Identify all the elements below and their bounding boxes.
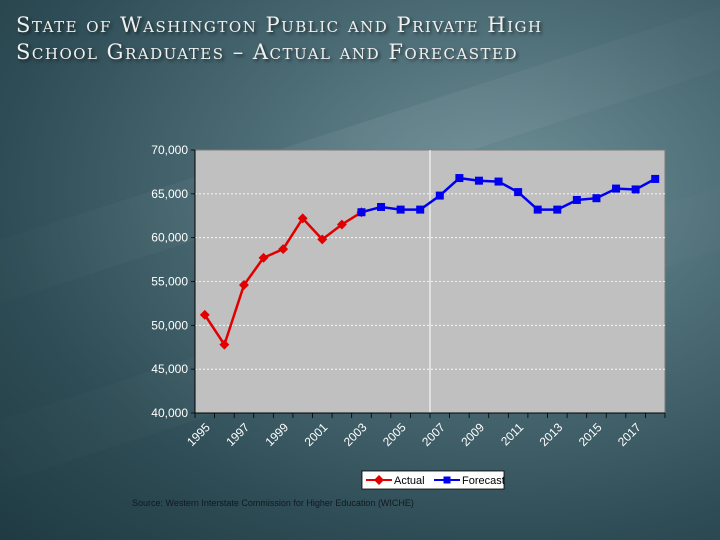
x-tick-label: 2015 bbox=[576, 420, 605, 449]
legend-actual-marker bbox=[374, 475, 384, 485]
x-tick-label: 1999 bbox=[262, 420, 291, 449]
y-tick-label: 45,000 bbox=[151, 362, 188, 376]
x-tick-label: 2017 bbox=[615, 420, 644, 449]
actual-point bbox=[317, 234, 328, 245]
legend-forecast-label: Forecast bbox=[462, 475, 505, 487]
y-tick-label: 65,000 bbox=[151, 187, 188, 201]
x-tick-label: 2009 bbox=[458, 420, 487, 449]
x-tick-label: 1995 bbox=[184, 420, 213, 449]
forecast-point bbox=[592, 194, 601, 203]
x-axis: 1995 1997 1999 2001 2003 2005 2007 2009 2011 2013… bbox=[184, 412, 666, 449]
forecast-point bbox=[612, 184, 621, 193]
forecast-series-line bbox=[361, 176, 656, 214]
y-axis: 40,000 45,000 50,000 55,000 60,000 65,000 70,0… bbox=[151, 143, 196, 420]
legend-box bbox=[361, 470, 505, 490]
actual-point bbox=[297, 213, 308, 224]
x-tick-label: 2011 bbox=[498, 420, 526, 448]
x-tick-label: 2003 bbox=[341, 420, 370, 449]
legend-actual-label: Actual bbox=[394, 475, 425, 487]
slide-title-line-2: School Graduates – Actual and Forecasted bbox=[16, 40, 519, 64]
legend-forecast-marker bbox=[443, 476, 451, 484]
y-tick-label: 55,000 bbox=[151, 275, 188, 289]
slide-title: State of Washington Public and Private H… bbox=[16, 12, 543, 66]
actual-point bbox=[199, 309, 210, 320]
forecast-point bbox=[416, 205, 425, 214]
x-tick-label: 2013 bbox=[537, 420, 566, 449]
actual-point bbox=[278, 244, 289, 255]
actual-point bbox=[258, 252, 269, 263]
forecast-point bbox=[533, 205, 542, 214]
y-tick-label: 60,000 bbox=[151, 231, 188, 245]
forecast-point bbox=[651, 174, 660, 183]
series-group bbox=[199, 174, 660, 350]
y-tick-label: 70,000 bbox=[151, 143, 188, 157]
y-tick-label: 40,000 bbox=[151, 406, 188, 420]
forecast-point bbox=[474, 176, 483, 185]
forecast-point bbox=[494, 177, 503, 186]
legend: Actual Forecast bbox=[361, 470, 505, 490]
y-tick-label: 50,000 bbox=[151, 318, 188, 332]
x-tick-label: 2007 bbox=[419, 420, 448, 449]
slide-title-line-1: State of Washington Public and Private H… bbox=[16, 13, 543, 37]
forecast-point bbox=[572, 195, 581, 204]
forecast-point bbox=[553, 205, 562, 214]
forecast-point bbox=[514, 188, 523, 197]
x-tick-label: 2005 bbox=[380, 420, 409, 449]
source-note: Source: Western Interstate Commission fo… bbox=[132, 498, 414, 508]
x-tick-label: 1997 bbox=[223, 420, 252, 449]
forecast-point bbox=[455, 174, 464, 183]
actual-point bbox=[219, 339, 230, 350]
actual-point bbox=[239, 280, 249, 290]
forecast-point bbox=[435, 191, 444, 200]
forecast-point bbox=[357, 208, 366, 217]
forecast-point bbox=[396, 205, 405, 214]
x-tick-label: 2001 bbox=[302, 420, 331, 449]
actual-point bbox=[336, 219, 347, 230]
forecast-point bbox=[631, 185, 640, 194]
forecast-point bbox=[377, 202, 386, 211]
